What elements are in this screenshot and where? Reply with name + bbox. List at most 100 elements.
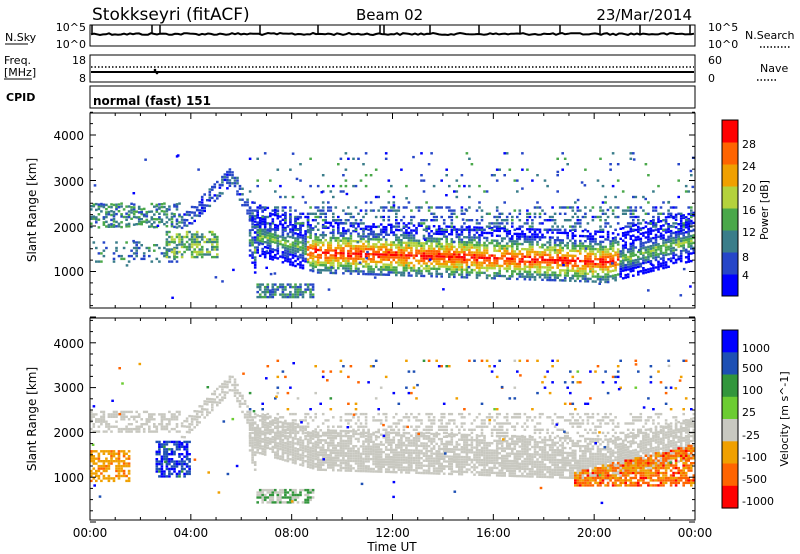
power-cell	[208, 253, 212, 256]
velocity-cell	[127, 479, 131, 483]
power-cell	[460, 273, 464, 276]
power-cell	[601, 265, 605, 269]
power-cell	[475, 251, 479, 254]
velocity-cell	[266, 416, 270, 419]
power-y-tick: 4000	[53, 129, 84, 143]
power-cell	[465, 271, 469, 274]
power-cell	[185, 219, 189, 222]
power-cell	[609, 240, 612, 243]
power-cell	[437, 245, 441, 248]
power-cell	[107, 205, 111, 209]
velocity-cell	[105, 460, 108, 463]
power-cell	[185, 240, 189, 244]
power-cell	[490, 277, 494, 280]
power-cell	[188, 245, 191, 249]
power-cell	[309, 290, 312, 294]
power-cell	[289, 219, 292, 222]
velocity-cell	[216, 404, 219, 407]
power-cell	[521, 152, 524, 155]
power-cell	[158, 246, 161, 250]
power-cell	[599, 280, 602, 283]
power-cell	[261, 217, 264, 221]
power-cell	[261, 283, 264, 286]
power-cell	[258, 295, 262, 299]
power-cell	[120, 215, 123, 218]
power-cell	[274, 206, 277, 209]
power-cell	[160, 252, 164, 255]
power-cell	[349, 239, 353, 243]
power-cell	[168, 260, 171, 263]
power-cell	[337, 228, 340, 231]
power-cell	[309, 256, 312, 259]
power-cell	[611, 244, 615, 247]
velocity-cell	[274, 451, 277, 454]
power-cell	[435, 262, 438, 266]
power-cell	[475, 209, 479, 212]
power-cell	[533, 206, 537, 209]
power-cell	[498, 234, 501, 238]
power-cell	[427, 272, 431, 275]
power-cell	[460, 263, 464, 266]
power-cell	[258, 239, 262, 242]
power-cell	[337, 262, 340, 265]
power-cell	[437, 272, 441, 276]
power-cell	[445, 174, 448, 177]
power-cell	[198, 211, 201, 215]
power-cell	[654, 246, 658, 249]
power-cell	[190, 211, 194, 214]
power-cell	[458, 253, 461, 256]
power-cell	[453, 228, 456, 231]
power-cell	[488, 225, 491, 228]
power-cell	[621, 232, 625, 235]
power-cell	[405, 256, 408, 260]
velocity-cell	[279, 440, 282, 443]
power-cell	[546, 253, 549, 257]
power-cell	[364, 252, 368, 256]
power-cell	[637, 270, 640, 274]
power-cell	[387, 215, 391, 219]
power-cell	[581, 267, 585, 270]
power-cell	[684, 190, 688, 193]
power-cell	[405, 264, 408, 267]
power-cell	[654, 222, 658, 225]
power-cell	[503, 227, 506, 230]
power-cell	[253, 248, 257, 252]
velocity-cell	[178, 443, 181, 446]
power-cell	[584, 267, 587, 270]
power-cell	[296, 222, 300, 225]
power-cell	[574, 272, 577, 275]
power-cell	[538, 271, 542, 274]
velocity-cell	[238, 391, 242, 395]
power-cell	[569, 229, 572, 232]
velocity-cell	[266, 441, 270, 445]
power-cell	[576, 206, 580, 209]
power-cell	[168, 205, 171, 208]
power-cell	[263, 152, 267, 155]
velocity-cell	[276, 412, 280, 416]
power-cell	[422, 237, 426, 240]
power-cell	[634, 246, 638, 249]
velocity-cell	[281, 453, 285, 456]
power-cell	[642, 195, 645, 199]
power-cell	[553, 212, 557, 215]
velocity-cell	[110, 455, 113, 458]
power-cell	[571, 277, 575, 280]
power-cell	[327, 201, 330, 204]
power-cell	[619, 260, 622, 263]
power-cell	[505, 152, 509, 155]
velocity-cell	[266, 428, 270, 431]
velocity-cell	[105, 430, 108, 433]
power-cell	[367, 242, 370, 246]
velocity-cell	[97, 455, 101, 458]
power-cell	[430, 255, 433, 258]
power-cell	[498, 244, 501, 248]
power-cell	[611, 257, 615, 260]
power-cell	[574, 234, 577, 237]
power-cell	[178, 202, 181, 205]
power-cell	[145, 210, 149, 214]
power-cell	[251, 216, 254, 219]
power-cell	[652, 215, 655, 219]
power-cell	[342, 174, 345, 177]
power-cell	[347, 228, 350, 231]
velocity-cell	[248, 436, 252, 440]
